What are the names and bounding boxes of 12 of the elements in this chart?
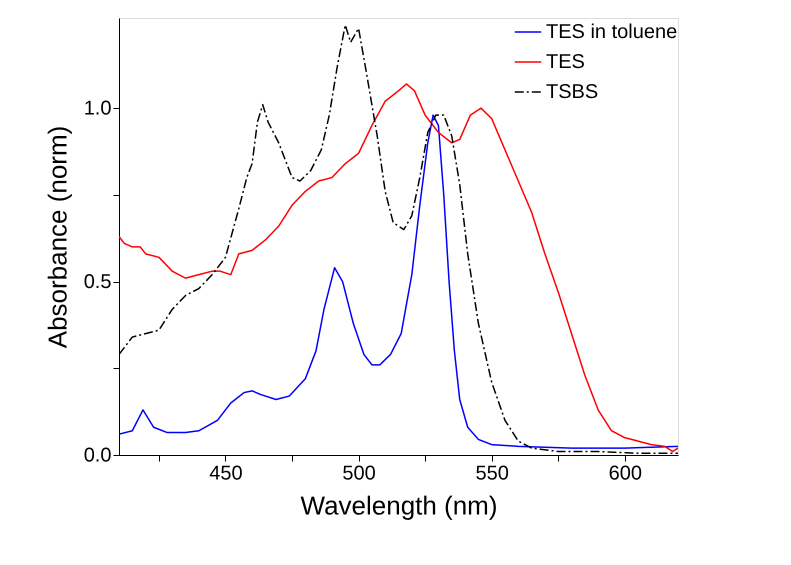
x-axis-title: Wavelength (nm) xyxy=(300,490,498,520)
x-tick-label: 500 xyxy=(342,462,376,484)
legend-label: TES in toluene xyxy=(546,21,678,43)
y-tick-label: 1.0 xyxy=(84,98,112,120)
x-tick-label: 550 xyxy=(475,462,509,484)
y-tick-label: 0.0 xyxy=(84,444,112,466)
legend-label: TSBS xyxy=(546,81,598,103)
x-tick-label: 450 xyxy=(209,462,243,484)
y-tick-label: 0.5 xyxy=(84,271,112,294)
x-tick-label: 600 xyxy=(608,462,642,484)
legend-label: TES xyxy=(546,51,585,73)
y-axis-title: Absorbance (norm) xyxy=(42,126,73,348)
